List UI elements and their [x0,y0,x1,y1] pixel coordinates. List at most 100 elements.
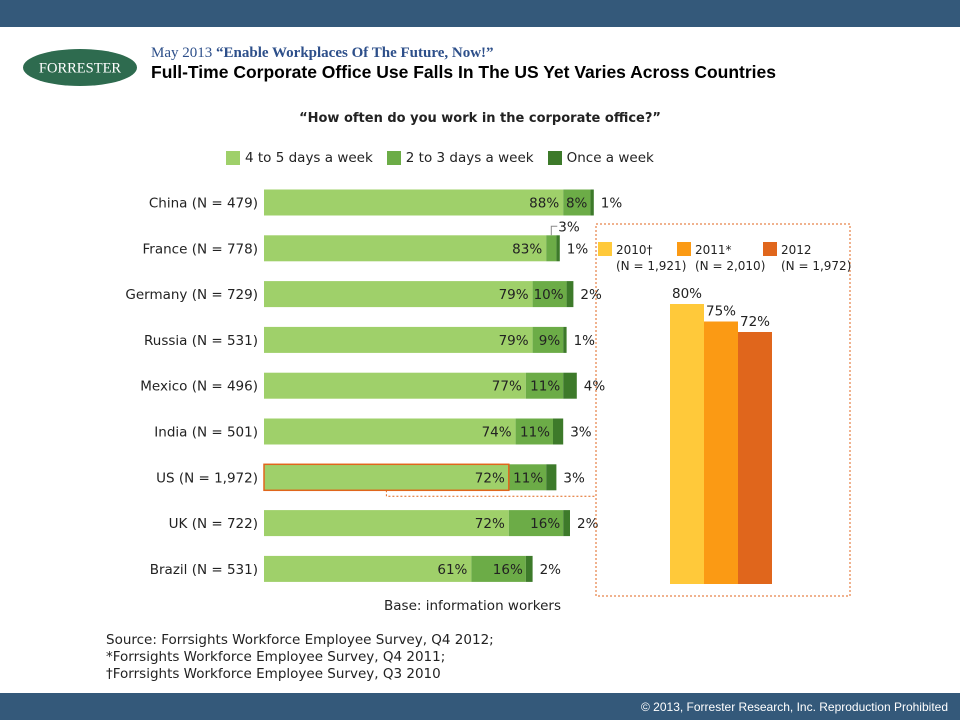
data-label-2to3: 11% [530,379,560,395]
bar-segment-once [556,235,560,262]
data-label-once: 2% [580,287,602,303]
year-bar [704,321,738,584]
callout-connector [385,490,596,497]
category-label: China (N = 479) [149,196,258,212]
source-line: Source: Forrsights Workforce Employee Su… [106,632,494,648]
data-label-4to5: 83% [512,241,542,257]
bar-segment-once [590,189,594,216]
legend-label-year: 2010† [616,243,653,257]
data-label-once: 2% [577,516,599,532]
legend-label-once: Once a week [566,150,654,166]
data-label-4to5: 77% [492,379,522,395]
bar-segment-2to3 [525,372,564,399]
legend-label-4to5: 4 to 5 days a week [245,150,373,166]
kicker-date: May 2013 [151,45,213,61]
bar-segment-4to5 [264,281,533,308]
legend-note-year: (N = 1,972) [781,259,851,273]
data-label-2to3: 8% [566,196,588,212]
report-kicker: May 2013 “Enable Workplaces Of The Futur… [151,45,494,62]
bar-segment-once [563,510,570,537]
category-label: Mexico (N = 496) [140,379,258,395]
bar-segment-4to5 [264,555,472,582]
legend-swatch-2to3 [386,151,401,165]
bar-segment-once [563,372,577,399]
legend-item-4to5: 4 to 5 days a week [226,150,373,166]
legend-swatch-year [598,242,612,256]
bar-segment-2to3 [563,189,591,216]
chart-base-note: Base: information workers [384,598,561,614]
bar-segment-2to3 [515,418,553,445]
bar-segment-once [553,418,564,445]
data-label-once: 3% [563,470,585,486]
source-notes: Source: Forrsights Workforce Employee Su… [106,632,494,683]
bar-segment-2to3 [532,326,564,353]
data-label-4to5: 72% [475,516,505,532]
legend-item-once: Once a week [547,150,654,166]
bar-segment-4to5 [264,510,509,537]
data-label-2to3: 10% [534,287,564,303]
legend-swatch-once [547,151,562,165]
data-label-4to5: 72% [475,470,505,486]
legend-label-year: 2011* [695,243,732,257]
legend-swatch-year [763,242,777,256]
bar-segment-2to3 [532,281,567,308]
data-label-2to3: 3% [558,219,580,235]
legend-swatch-year [677,242,691,256]
data-label-once: 2% [540,562,562,578]
data-label-2to3: 9% [539,333,561,349]
data-label-4to5: 61% [437,562,467,578]
year-bar-label: 75% [706,304,736,320]
data-label-4to5: 74% [482,425,512,441]
kicker-title: “Enable Workplaces Of The Future, Now!” [216,45,494,61]
data-label-once: 1% [567,241,589,257]
bar-segment-4to5 [264,189,564,216]
data-label-2to3: 16% [493,562,523,578]
forrester-logo: FORRESTER [23,49,137,86]
bar-segment-4to5 [264,418,516,445]
page-title: Full-Time Corporate Office Use Falls In … [151,62,777,82]
data-label-4to5: 79% [499,333,529,349]
category-label: Germany (N = 729) [125,287,258,303]
legend-label-year: 2012 [781,243,812,257]
bar-segment-2to3 [508,510,564,537]
callout-box [595,223,851,597]
bar-segment-4to5 [264,372,526,399]
legend-note-year: (N = 2,010) [695,259,765,273]
year-bar-label: 80% [672,286,702,302]
data-label-once: 4% [584,379,606,395]
year-bar [670,304,704,584]
category-label: India (N = 501) [154,425,258,441]
top-band [0,0,960,27]
bar-segment-2to3 [546,235,557,262]
bar-segment-once [525,555,533,582]
year-bar-label: 72% [740,314,770,330]
data-label-4to5: 88% [529,196,559,212]
source-line: †Forrsights Workforce Employee Survey, Q… [106,666,441,682]
bar-segment-4to5 [264,326,533,353]
data-label-leader [550,225,558,236]
chart-legend: 4 to 5 days a week 2 to 3 days a week On… [226,150,654,166]
logo-text: FORRESTER [39,61,122,77]
data-label-4to5: 79% [499,287,529,303]
source-line: *Forrsights Workforce Employee Survey, Q… [106,649,446,665]
legend-item-2to3: 2 to 3 days a week [386,150,534,166]
chart-title: “How often do you work in the corporate … [299,111,661,126]
category-label: Brazil (N = 531) [150,562,258,578]
bottom-band: © 2013, Forrester Research, Inc. Reprodu… [0,693,960,720]
category-label: US (N = 1,972) [156,470,258,486]
data-label-once: 3% [570,425,592,441]
bar-segment-once [563,326,567,353]
bar-segment-2to3 [508,464,547,491]
legend-label-2to3: 2 to 3 days a week [405,150,534,166]
data-label-2to3: 16% [530,516,560,532]
bar-segment-once [546,464,557,491]
data-label-2to3: 11% [520,425,550,441]
bar-segment-4to5 [264,464,509,491]
category-label: France (N = 778) [143,241,258,257]
bar-segment-4to5 [264,235,547,262]
category-label: UK (N = 722) [169,516,258,532]
bar-segment-2to3 [471,555,526,582]
legend-note-year: (N = 1,921) [616,259,686,273]
legend-swatch-4to5 [226,151,240,165]
